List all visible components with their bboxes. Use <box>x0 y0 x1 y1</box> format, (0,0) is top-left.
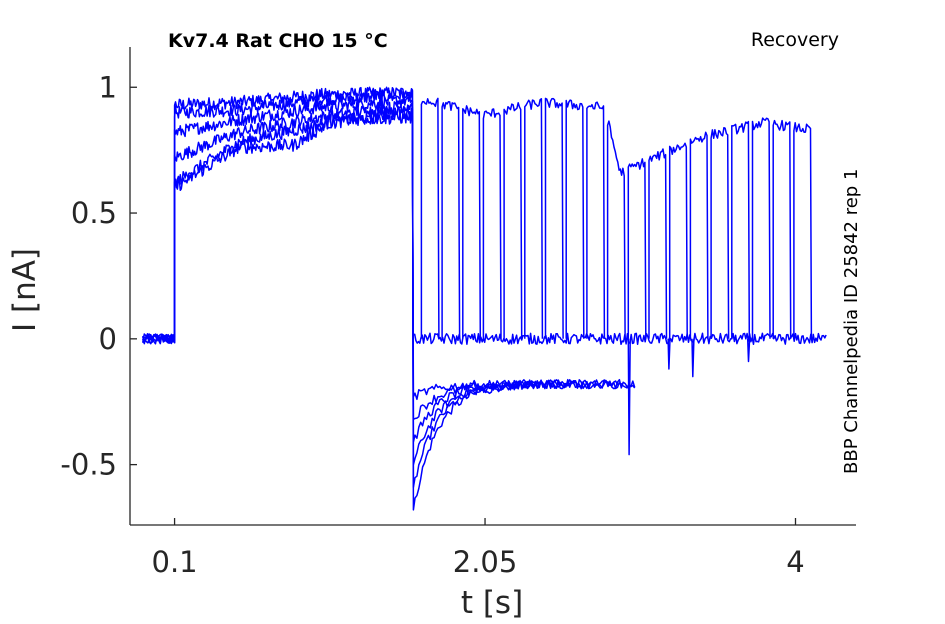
test-pulse-trace <box>441 101 461 339</box>
test-pulse-trace <box>565 99 585 339</box>
spike-trace <box>667 338 671 370</box>
y-axis-label: I [nA] <box>7 248 43 332</box>
test-pulse-trace <box>462 105 482 339</box>
current-traces <box>141 86 827 511</box>
y-tick-label: -0.5 <box>60 448 117 482</box>
x-tick-label: 0.1 <box>152 545 198 579</box>
test-pulse-trace <box>586 101 606 339</box>
test-pulse-trace <box>627 158 647 339</box>
test-pulse-trace <box>731 120 751 339</box>
test-pulse-trace <box>503 102 523 339</box>
spike-trace <box>746 338 751 363</box>
x-tick-label: 2.05 <box>453 545 518 579</box>
axes-spines <box>129 47 856 526</box>
test-pulse-trace <box>544 97 564 339</box>
test-pulse-trace <box>751 117 771 339</box>
chart-subtitle: Recovery <box>751 29 839 51</box>
test-pulse-trace <box>689 131 709 339</box>
sweep-trace <box>142 104 636 421</box>
chart-title: Kv7.4 Rat CHO 15 °C <box>168 30 388 52</box>
baseline-trace <box>413 332 827 346</box>
x-tick-label: 4 <box>786 545 804 579</box>
side-label: BBP Channelpedia ID 25842 rep 1 <box>841 169 862 474</box>
y-ticks: 1 0.5 0 -0.5 <box>60 70 137 482</box>
test-pulse-trace <box>420 97 440 339</box>
y-tick-label: 0 <box>99 322 117 356</box>
sweep-trace <box>141 111 636 401</box>
test-pulse-trace <box>793 122 813 339</box>
y-tick-label: 0.5 <box>71 196 117 230</box>
spike-trace <box>691 338 695 378</box>
x-ticks: 0.1 2.05 4 <box>152 518 805 579</box>
sweep-trace <box>142 86 500 511</box>
test-pulse-trace <box>668 142 688 339</box>
test-pulse-trace <box>772 119 792 339</box>
y-tick-label: 1 <box>99 70 117 104</box>
test-pulse-trace <box>524 98 544 339</box>
sweep-trace <box>142 93 580 466</box>
spike-trace <box>627 338 631 456</box>
x-axis-label: t [s] <box>461 585 523 621</box>
sweep-trace <box>141 101 621 443</box>
test-pulse-trace <box>606 120 626 339</box>
test-pulse-trace <box>648 148 668 339</box>
test-pulse-trace <box>482 108 502 339</box>
test-pulse-trace <box>710 126 730 339</box>
